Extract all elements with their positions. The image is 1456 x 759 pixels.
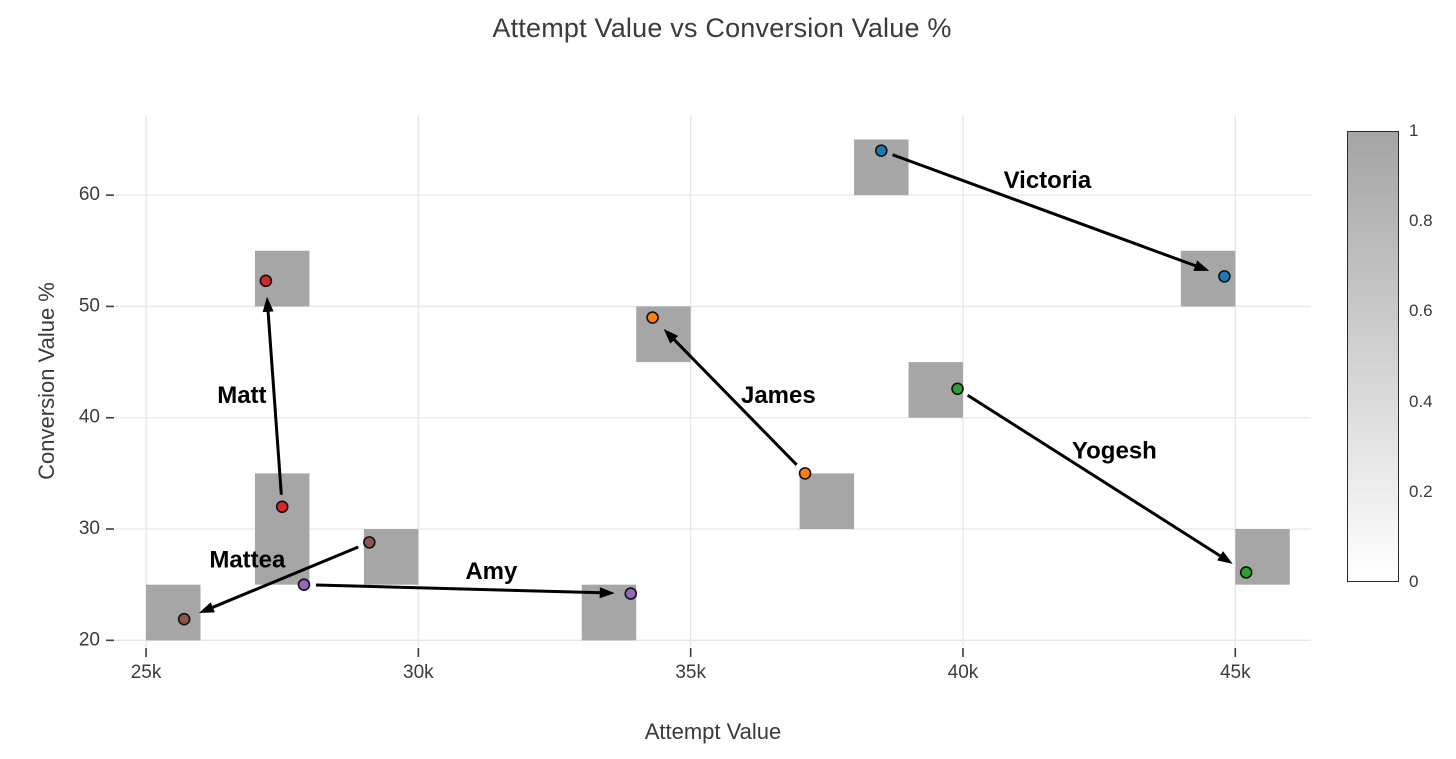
density-cell [254, 529, 310, 585]
x-axis-title: Attempt Value [644, 719, 782, 744]
gridlines [115, 115, 1311, 647]
y-tick-label: 30 [79, 518, 100, 539]
series-label-matt: Matt [217, 382, 266, 409]
density-cell [799, 473, 855, 530]
arrow-head-james [663, 328, 679, 344]
colorbar-tick-label: 0 [1409, 572, 1419, 591]
series-label-amy: Amy [465, 558, 518, 585]
series-label-james: James [741, 382, 816, 409]
scatter-point-james-from[interactable] [798, 467, 812, 480]
density-cell [636, 306, 691, 363]
scatter-points [177, 144, 1253, 626]
x-tick-label: 45k [1220, 662, 1251, 683]
scatter-point-yogesh-to[interactable] [1239, 566, 1253, 579]
arrow-line-amy [315, 583, 602, 595]
colorbar-tick-label: 0.4 [1409, 391, 1433, 411]
colorbar [1347, 131, 1399, 582]
axes: 25k 30k 35k 40k 45k 20 30 40 50 60 [79, 184, 1251, 683]
colorbar-tick-label: 0.2 [1409, 481, 1433, 501]
arrow-head-mattea [198, 602, 215, 614]
x-tick-label: 25k [131, 662, 162, 683]
x-tick-label: 30k [403, 662, 434, 683]
y-axis-title: Conversion Value % [34, 282, 59, 480]
arrow-head-yogesh [1217, 551, 1233, 564]
arrow-head-victoria [1193, 260, 1210, 271]
colorbar-tick-label: 1 [1409, 121, 1419, 140]
arrow-head-amy [599, 587, 615, 599]
y-tick-label: 50 [79, 295, 100, 316]
series-label-victoria: Victoria [1004, 167, 1092, 194]
colorbar-gradient [1348, 132, 1398, 581]
y-tick-label: 40 [79, 407, 100, 428]
scatter-point-mattea-from[interactable] [363, 536, 376, 549]
scatter-point-amy-to[interactable] [624, 587, 638, 600]
arrow-line-victoria [892, 153, 1198, 268]
arrow-head-matt [262, 296, 274, 313]
density-cell [146, 584, 201, 641]
arrows [198, 153, 1233, 614]
density-cells [146, 139, 1290, 641]
colorbar-tick-label: 0.6 [1409, 301, 1433, 321]
scatter-point-victoria-from[interactable] [874, 144, 888, 157]
scatter-point-victoria-to[interactable] [1218, 270, 1231, 283]
x-tick-label: 35k [675, 662, 706, 683]
scatter-point-james-to[interactable] [646, 311, 659, 324]
y-tick-label: 60 [79, 184, 100, 205]
chart-title: Attempt Value vs Conversion Value % [492, 13, 952, 43]
series-labels: Victoria Matt James Yogesh Amy Mattea [209, 167, 1157, 585]
series-label-yogesh: Yogesh [1072, 438, 1157, 465]
arrow-line-yogesh [966, 393, 1223, 559]
scatter-point-matt-to[interactable] [259, 274, 273, 288]
colorbar-tick-label: 0.8 [1409, 211, 1433, 231]
scatter-point-yogesh-from[interactable] [951, 382, 964, 396]
arrow-line-matt [266, 309, 283, 495]
x-tick-label: 40k [948, 662, 979, 683]
scatter-point-matt-from[interactable] [275, 500, 289, 514]
arrow-line-james [671, 337, 798, 466]
arrow-line-mattea [210, 545, 359, 610]
scatter-point-mattea-to[interactable] [177, 612, 191, 626]
scatter-point-amy-from[interactable] [297, 578, 311, 591]
series-label-mattea: Mattea [209, 547, 286, 574]
y-tick-label: 20 [79, 629, 100, 650]
